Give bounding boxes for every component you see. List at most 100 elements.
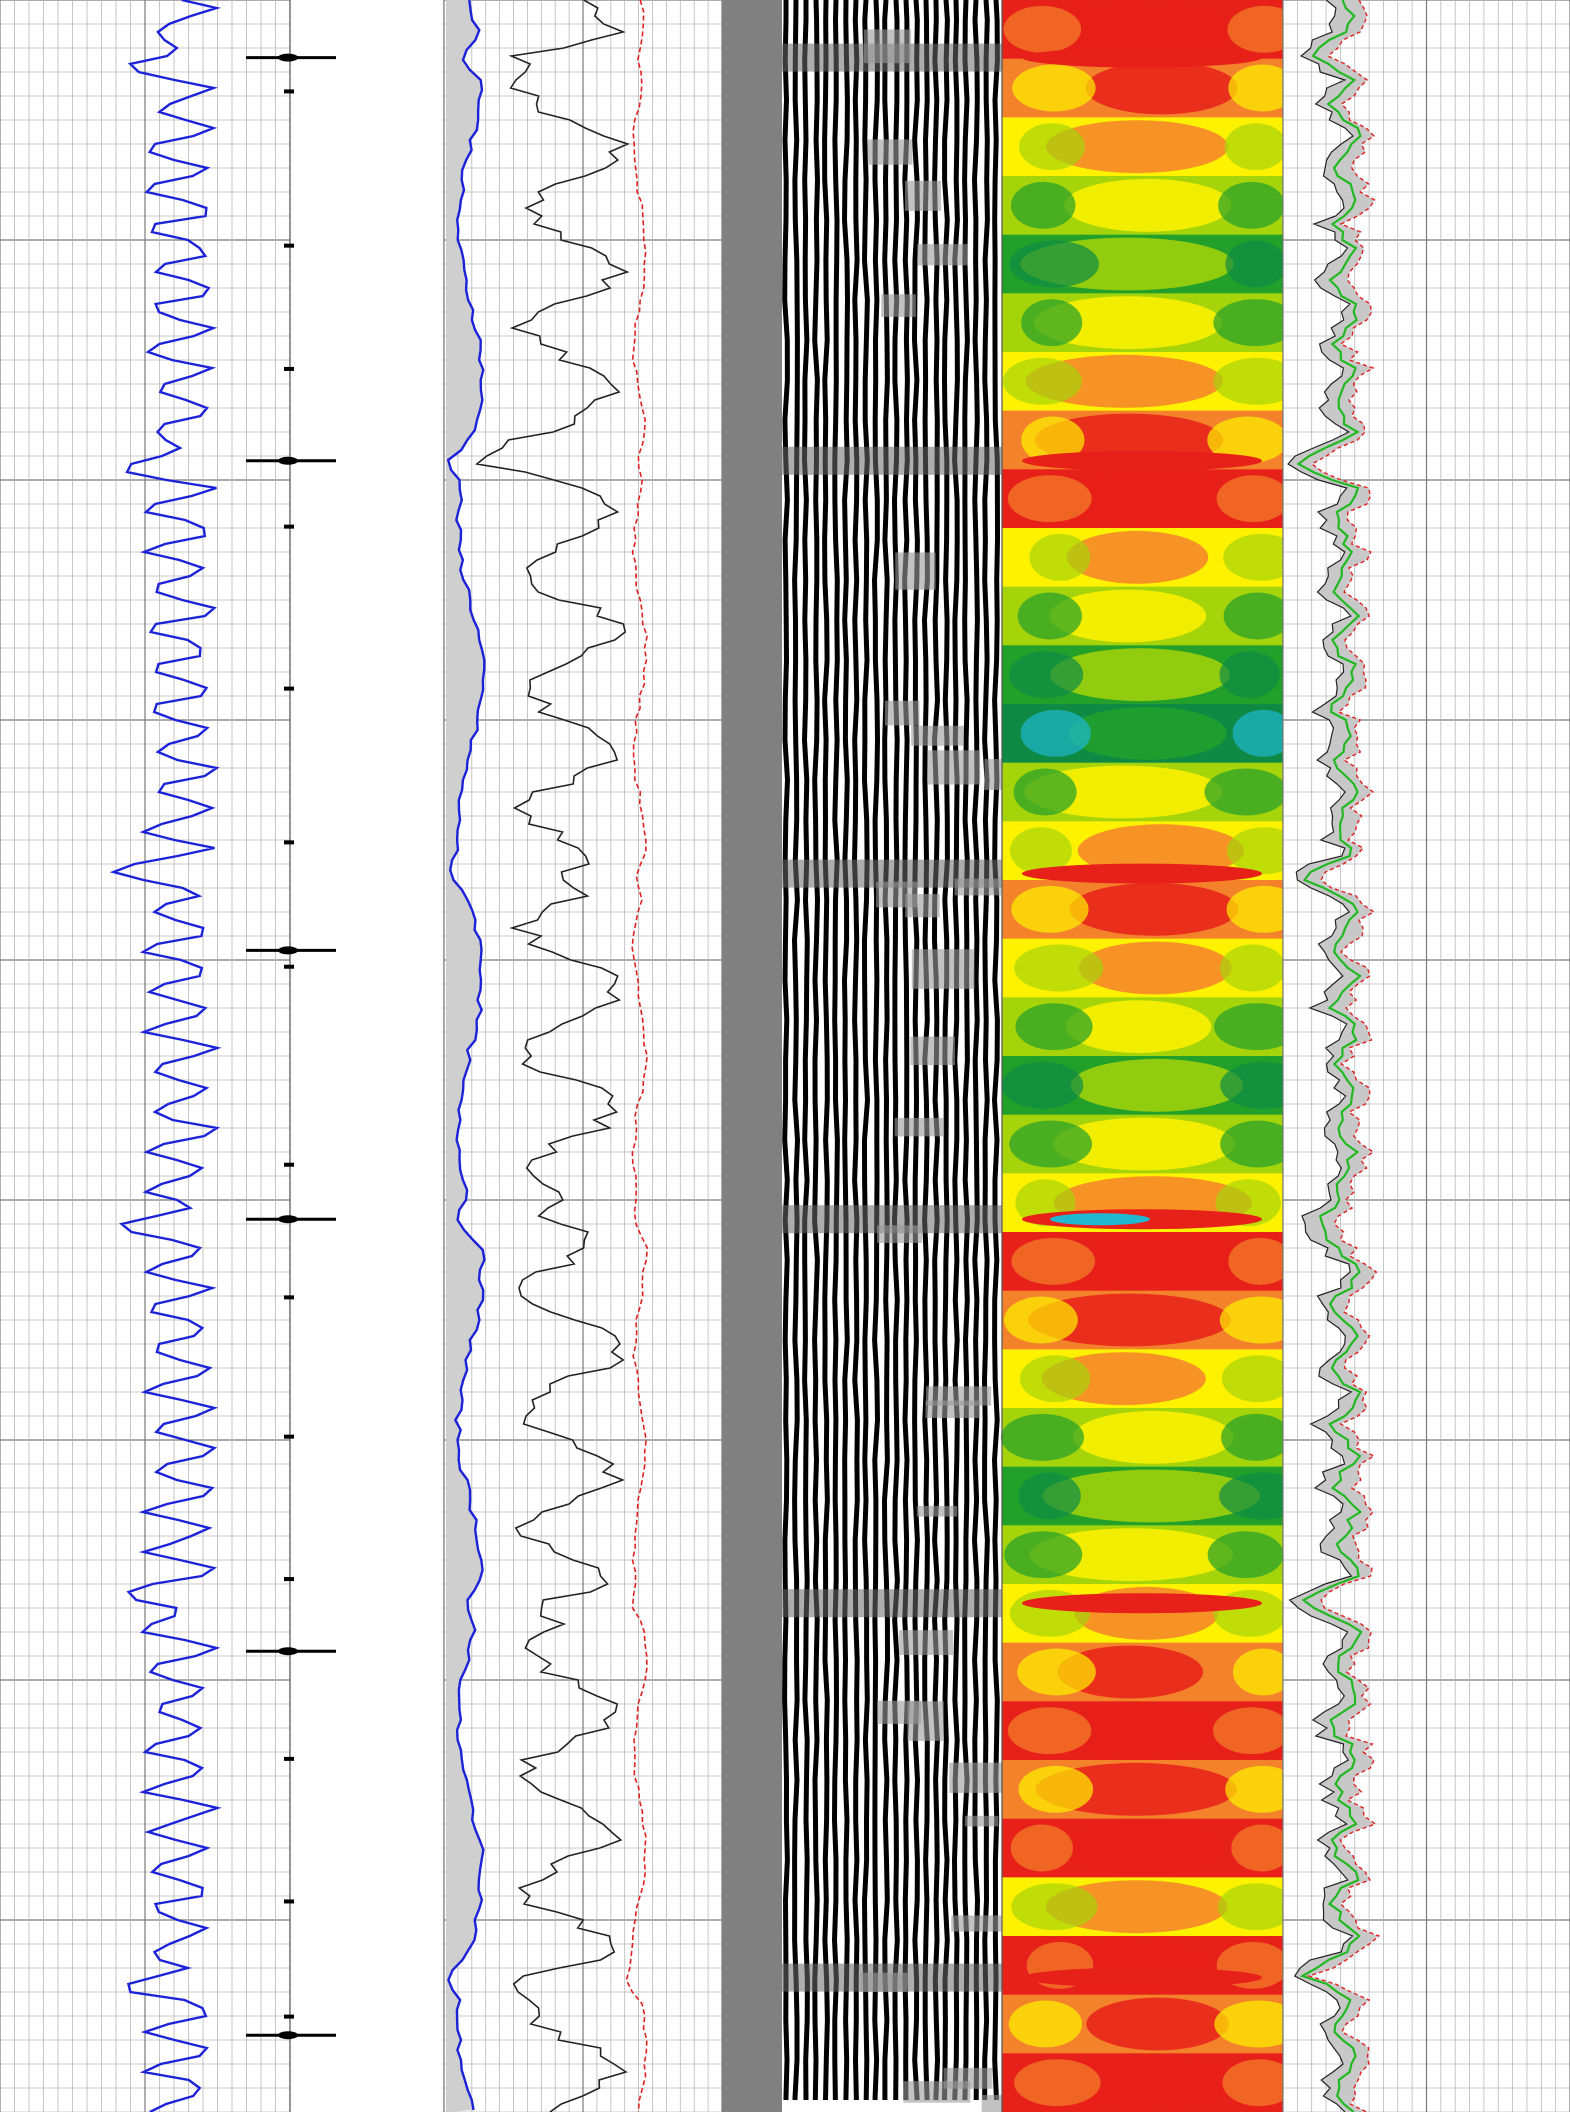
track-3-grid xyxy=(443,0,723,2112)
waveform-noise-patch xyxy=(860,1972,908,1993)
color-map-blob xyxy=(1049,648,1231,702)
color-map-event-streak xyxy=(1022,1593,1262,1614)
color-map-blob xyxy=(1042,1469,1261,1523)
track-3-black-curve xyxy=(475,0,630,2112)
color-map-blob xyxy=(1066,530,1209,584)
color-map-blob xyxy=(1017,1648,1096,1696)
color-map-blob xyxy=(1232,709,1295,757)
color-map-track xyxy=(1000,0,1308,2112)
waveform-noise-patch xyxy=(943,2067,993,2089)
depth-track-background xyxy=(290,0,444,2112)
color-map-blob xyxy=(1216,475,1291,523)
waveform-stripe xyxy=(831,0,840,2101)
track-6-black-curve xyxy=(1287,0,1354,2112)
track-1-curve xyxy=(109,0,222,2112)
color-map-blob xyxy=(1222,2059,1297,2107)
color-map-blob xyxy=(1045,120,1229,174)
color-map-blob xyxy=(1010,1824,1073,1872)
color-map-blob xyxy=(1228,64,1297,112)
waveform-noise-patch xyxy=(895,552,936,590)
color-map-blob xyxy=(1015,1003,1093,1051)
color-map-blob xyxy=(1002,357,1082,405)
depth-tick-mark xyxy=(284,1899,294,1904)
waveform-stripe xyxy=(902,0,910,2101)
color-map-blob xyxy=(1004,1531,1083,1579)
color-map-blob xyxy=(1011,885,1089,933)
depth-track: 4300 4400 xyxy=(246,0,445,2112)
color-map-blob xyxy=(1007,475,1092,523)
color-map-blob xyxy=(1213,299,1298,347)
depth-tick-mark xyxy=(284,840,294,845)
color-map-blob xyxy=(1219,1296,1304,1344)
waveform-noise-patch xyxy=(911,725,964,746)
color-map-blob xyxy=(1212,1707,1291,1755)
depth-tick-mark xyxy=(284,1756,294,1761)
color-map-blob xyxy=(1022,2,1234,56)
waveform-noise-patch xyxy=(910,1036,955,1066)
color-map-blob xyxy=(1033,296,1223,350)
color-map-blob xyxy=(1012,64,1096,112)
depth-marker-dot xyxy=(278,1215,298,1224)
track-6-shading xyxy=(1288,0,1379,2112)
track-3-blue-curve xyxy=(446,0,486,2111)
waveform-track xyxy=(722,0,1033,2112)
waveform-noise-patch xyxy=(863,29,912,64)
color-map-blob xyxy=(1070,1058,1244,1112)
depth-tick-mark xyxy=(284,1577,294,1582)
color-map-blob xyxy=(1220,944,1286,992)
depth-marker-dot xyxy=(278,456,298,465)
color-map-blob xyxy=(1057,1704,1214,1758)
color-map-blob xyxy=(1018,1472,1081,1520)
color-map-event-streak xyxy=(1022,450,1262,471)
color-map-blob xyxy=(1027,1293,1231,1347)
color-map-blob xyxy=(1023,765,1223,819)
color-map-blob xyxy=(1009,651,1084,699)
color-map-blob xyxy=(1232,1648,1294,1696)
waveform-gray-band xyxy=(722,0,782,2112)
waveform-event-band xyxy=(782,1589,1002,1618)
depth-tick-mark xyxy=(284,243,294,248)
depth-tick-mark xyxy=(284,366,294,371)
waveform-stripe xyxy=(981,0,990,2100)
color-map-blob xyxy=(1071,1821,1220,1875)
color-map-blob xyxy=(1069,882,1239,936)
color-map-blob xyxy=(1071,1234,1242,1288)
waveform-stripe xyxy=(841,0,851,2101)
color-map-blob xyxy=(1220,1120,1296,1168)
color-map-blob xyxy=(1207,1531,1284,1579)
depth-marker-dot xyxy=(278,946,298,955)
waveform-stripe xyxy=(782,0,791,2101)
color-map-blob xyxy=(1065,1000,1212,1054)
waveform-noise-patch xyxy=(951,1915,1013,1932)
color-map-blob xyxy=(1221,1355,1294,1403)
color-map-blob xyxy=(1219,651,1280,699)
waveform-stripe xyxy=(891,0,900,2101)
color-map-blob xyxy=(1049,589,1207,643)
waveform-noise-patch xyxy=(964,1815,999,1827)
color-map-event-streak xyxy=(1022,1967,1262,1988)
color-map-blob xyxy=(1020,709,1091,757)
waveform-stripe xyxy=(861,0,871,2101)
waveform-stripe xyxy=(971,0,981,2101)
color-map-blob xyxy=(1021,416,1085,464)
waveform-stripe xyxy=(822,0,830,2101)
color-map-blob xyxy=(1223,592,1292,640)
color-map-blob xyxy=(1204,768,1288,816)
color-map-blob xyxy=(1004,1296,1078,1344)
color-map-blob xyxy=(1019,1355,1091,1403)
color-map-blob xyxy=(1224,123,1288,171)
color-map-blob xyxy=(1225,1765,1300,1813)
log-curves xyxy=(109,0,1381,2112)
depth-marker-dot xyxy=(278,53,298,62)
color-map-blob xyxy=(1011,1883,1098,1931)
color-map-blob xyxy=(1029,533,1091,581)
waveform-noise-patch xyxy=(927,750,981,785)
waveform-stripe xyxy=(962,0,971,2101)
color-map-blob xyxy=(1029,1528,1234,1582)
waveform-noise-patch xyxy=(905,180,942,211)
color-map-blob xyxy=(1009,240,1100,288)
waveform-stripe xyxy=(791,0,801,2101)
waveform-stripe xyxy=(851,0,860,2101)
waveform-noise-patch xyxy=(949,1762,1005,1793)
